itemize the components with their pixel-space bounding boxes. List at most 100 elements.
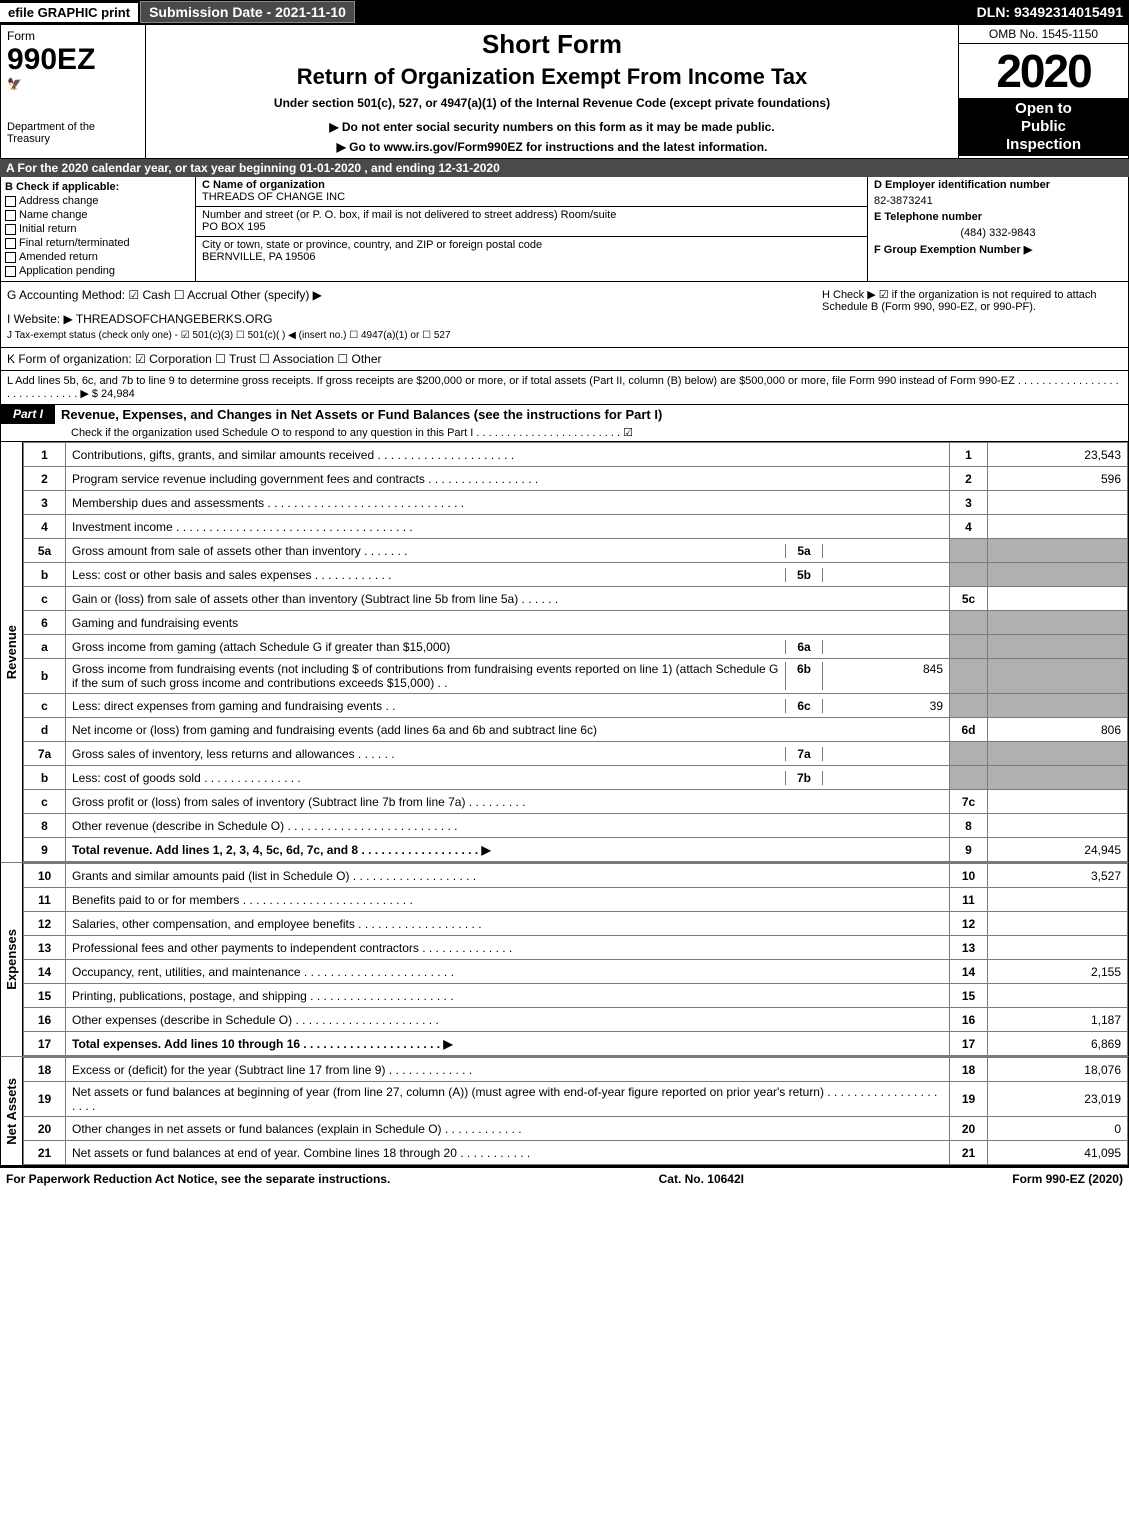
- line-num: b: [24, 563, 66, 587]
- line-label: 1: [950, 443, 988, 467]
- line-desc: Investment income . . . . . . . . . . . …: [66, 515, 950, 539]
- line-val-spacer: [988, 766, 1128, 790]
- header-center: Short Form Return of Organization Exempt…: [146, 25, 958, 158]
- line-label: 2: [950, 467, 988, 491]
- row-j: J Tax-exempt status (check only one) - ☑…: [7, 330, 822, 341]
- line-val: 806: [988, 718, 1128, 742]
- line-label: 20: [950, 1117, 988, 1141]
- line-desc: Printing, publications, postage, and shi…: [66, 984, 950, 1008]
- line-num: 4: [24, 515, 66, 539]
- line-desc: Net income or (loss) from gaming and fun…: [66, 718, 950, 742]
- line-desc: Benefits paid to or for members . . . . …: [66, 888, 950, 912]
- line-desc: Gross profit or (loss) from sales of inv…: [66, 790, 950, 814]
- line-label-spacer: [950, 539, 988, 563]
- open-line-3: Inspection: [961, 136, 1126, 154]
- line-label: 8: [950, 814, 988, 838]
- net-assets-section: Net Assets 18 Excess or (deficit) for th…: [0, 1056, 1129, 1166]
- line-desc: Other revenue (describe in Schedule O) .…: [66, 814, 950, 838]
- short-form-title: Short Form: [154, 29, 950, 60]
- net-table: 18 Excess or (deficit) for the year (Sub…: [23, 1057, 1128, 1165]
- line-num: 8: [24, 814, 66, 838]
- line-val-spacer: [988, 635, 1128, 659]
- line-val: 41,095: [988, 1141, 1128, 1165]
- line-num: 18: [24, 1058, 66, 1082]
- line-desc: Gross income from fundraising events (no…: [66, 659, 950, 694]
- line-num: 1: [24, 443, 66, 467]
- org-city: BERNVILLE, PA 19506: [202, 251, 861, 263]
- line-num: d: [24, 718, 66, 742]
- submission-date: Submission Date - 2021-11-10: [140, 1, 355, 23]
- department: Department of the Treasury: [7, 121, 139, 145]
- line-label: 21: [950, 1141, 988, 1165]
- line-label: 10: [950, 864, 988, 888]
- line-num: 6: [24, 611, 66, 635]
- check-name-change[interactable]: Name change: [5, 209, 191, 221]
- f-label: F Group Exemption Number ▶: [874, 244, 1032, 256]
- check-initial-return[interactable]: Initial return: [5, 223, 191, 235]
- line-num: 21: [24, 1141, 66, 1165]
- line-num: 2: [24, 467, 66, 491]
- row-a-tax-year: A For the 2020 calendar year, or tax yea…: [0, 159, 1129, 177]
- line-val: 18,076: [988, 1058, 1128, 1082]
- line-val: 23,543: [988, 443, 1128, 467]
- line-num: b: [24, 766, 66, 790]
- line-val: [988, 984, 1128, 1008]
- row-i[interactable]: I Website: ▶ THREADSOFCHANGEBERKS.ORG: [7, 312, 822, 326]
- line-desc: Membership dues and assessments . . . . …: [66, 491, 950, 515]
- check-application-pending[interactable]: Application pending: [5, 265, 191, 277]
- net-side-label: Net Assets: [4, 1078, 19, 1145]
- box-b-title: B Check if applicable:: [5, 181, 191, 193]
- org-address: PO BOX 195: [202, 221, 861, 233]
- row-h: H Check ▶ ☑ if the organization is not r…: [822, 288, 1122, 341]
- line-num: a: [24, 635, 66, 659]
- dln: DLN: 93492314015491: [977, 4, 1129, 20]
- line-num: 11: [24, 888, 66, 912]
- line-val-spacer: [988, 659, 1128, 694]
- line-desc: Grants and similar amounts paid (list in…: [66, 864, 950, 888]
- line-num: 15: [24, 984, 66, 1008]
- line-val-spacer: [988, 563, 1128, 587]
- line-val: [988, 491, 1128, 515]
- line-label: 5c: [950, 587, 988, 611]
- check-amended-return[interactable]: Amended return: [5, 251, 191, 263]
- form-number: 990EZ: [7, 43, 139, 77]
- efile-print-label[interactable]: efile GRAPHIC print: [0, 3, 138, 22]
- check-address-change[interactable]: Address change: [5, 195, 191, 207]
- line-val: 24,945: [988, 838, 1128, 862]
- line-num: c: [24, 587, 66, 611]
- line-num: b: [24, 659, 66, 694]
- omb-number: OMB No. 1545-1150: [959, 25, 1128, 44]
- tax-year: 2020: [959, 44, 1128, 98]
- line-label: 18: [950, 1058, 988, 1082]
- line-desc: Net assets or fund balances at end of ye…: [66, 1141, 950, 1165]
- goto-link[interactable]: ▶ Go to www.irs.gov/Form990EZ for instru…: [154, 140, 950, 154]
- section-g-h: G Accounting Method: ☑ Cash ☐ Accrual Ot…: [0, 282, 1129, 348]
- open-inspection: Open to Public Inspection: [959, 98, 1128, 156]
- line-label: 12: [950, 912, 988, 936]
- check-final-return[interactable]: Final return/terminated: [5, 237, 191, 249]
- c-label: C Name of organization: [202, 179, 861, 191]
- phone: (484) 332-9843: [868, 225, 1128, 241]
- line-label: 11: [950, 888, 988, 912]
- line-desc: Gaming and fundraising events: [66, 611, 950, 635]
- footer-mid: Cat. No. 10642I: [659, 1172, 744, 1186]
- line-desc: Other expenses (describe in Schedule O) …: [66, 1008, 950, 1032]
- part-i-header: Part I Revenue, Expenses, and Changes in…: [0, 405, 1129, 442]
- box-c: C Name of organization THREADS OF CHANGE…: [196, 177, 868, 281]
- part-i-title: Revenue, Expenses, and Changes in Net As…: [55, 405, 1128, 424]
- line-label: 7c: [950, 790, 988, 814]
- line-val: 3,527: [988, 864, 1128, 888]
- line-val: [988, 814, 1128, 838]
- line-val: 6,869: [988, 1032, 1128, 1056]
- line-label: 13: [950, 936, 988, 960]
- line-desc: Gross amount from sale of assets other t…: [66, 539, 950, 563]
- line-label: 19: [950, 1082, 988, 1117]
- org-name: THREADS OF CHANGE INC: [202, 191, 861, 203]
- line-num: 17: [24, 1032, 66, 1056]
- line-desc: Excess or (deficit) for the year (Subtra…: [66, 1058, 950, 1082]
- line-desc: Gross sales of inventory, less returns a…: [66, 742, 950, 766]
- line-label: 15: [950, 984, 988, 1008]
- line-val-spacer: [988, 539, 1128, 563]
- expenses-table: 10 Grants and similar amounts paid (list…: [23, 863, 1128, 1056]
- line-desc: Salaries, other compensation, and employ…: [66, 912, 950, 936]
